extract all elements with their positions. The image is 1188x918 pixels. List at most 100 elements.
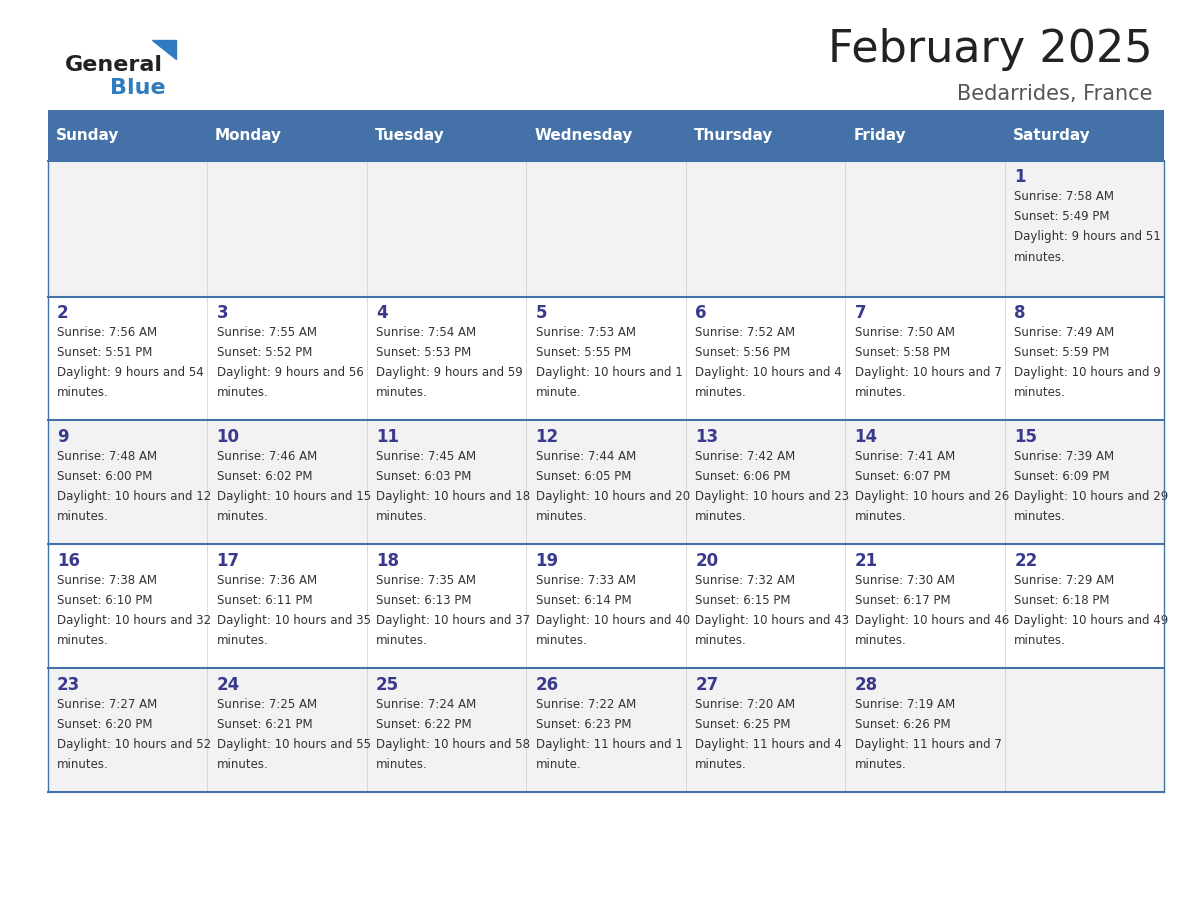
Text: Sunrise: 7:24 AM: Sunrise: 7:24 AM (377, 698, 476, 711)
Text: Daylight: 10 hours and 49: Daylight: 10 hours and 49 (1015, 614, 1169, 627)
Text: 2: 2 (57, 304, 69, 322)
Text: Sunset: 5:59 PM: Sunset: 5:59 PM (1015, 346, 1110, 359)
Text: 27: 27 (695, 676, 719, 694)
Text: Daylight: 10 hours and 7: Daylight: 10 hours and 7 (854, 366, 1001, 379)
Text: Daylight: 10 hours and 18: Daylight: 10 hours and 18 (377, 490, 530, 503)
Text: 17: 17 (216, 552, 240, 570)
Text: minutes.: minutes. (1015, 386, 1066, 399)
Text: minutes.: minutes. (695, 758, 747, 771)
Text: 26: 26 (536, 676, 558, 694)
Text: Sunrise: 7:49 AM: Sunrise: 7:49 AM (1015, 326, 1114, 339)
Bar (845, 110, 1005, 161)
Text: minutes.: minutes. (57, 634, 109, 647)
Text: minutes.: minutes. (536, 634, 587, 647)
Text: 21: 21 (854, 552, 878, 570)
Text: Sunset: 6:05 PM: Sunset: 6:05 PM (536, 470, 631, 483)
Text: Sunrise: 7:48 AM: Sunrise: 7:48 AM (57, 450, 157, 463)
Text: Sunrise: 7:45 AM: Sunrise: 7:45 AM (377, 450, 476, 463)
Text: Sunrise: 7:29 AM: Sunrise: 7:29 AM (1015, 574, 1114, 587)
Text: 10: 10 (216, 428, 240, 446)
Polygon shape (152, 40, 176, 59)
Text: Sunrise: 7:27 AM: Sunrise: 7:27 AM (57, 698, 157, 711)
Text: minutes.: minutes. (695, 634, 747, 647)
Text: 12: 12 (536, 428, 558, 446)
Text: Sunrise: 7:25 AM: Sunrise: 7:25 AM (216, 698, 317, 711)
Text: Sunset: 6:18 PM: Sunset: 6:18 PM (1015, 594, 1110, 607)
Text: Sunset: 6:13 PM: Sunset: 6:13 PM (377, 594, 472, 607)
Text: Daylight: 10 hours and 29: Daylight: 10 hours and 29 (1015, 490, 1169, 503)
Text: minutes.: minutes. (216, 758, 268, 771)
Text: Sunrise: 7:56 AM: Sunrise: 7:56 AM (57, 326, 157, 339)
Text: Blue: Blue (110, 78, 166, 98)
Text: 20: 20 (695, 552, 719, 570)
Text: 3: 3 (216, 304, 228, 322)
Text: February 2025: February 2025 (828, 28, 1152, 71)
Bar (48, 544, 1164, 668)
Text: Daylight: 11 hours and 7: Daylight: 11 hours and 7 (854, 738, 1001, 751)
Text: Wednesday: Wednesday (535, 128, 632, 143)
Text: 23: 23 (57, 676, 81, 694)
Text: minutes.: minutes. (216, 510, 268, 523)
Text: 15: 15 (1015, 428, 1037, 446)
Text: Sunrise: 7:44 AM: Sunrise: 7:44 AM (536, 450, 636, 463)
Text: Sunrise: 7:32 AM: Sunrise: 7:32 AM (695, 574, 795, 587)
Text: Sunset: 6:07 PM: Sunset: 6:07 PM (854, 470, 950, 483)
Text: 28: 28 (854, 676, 878, 694)
Text: minutes.: minutes. (216, 386, 268, 399)
Text: Saturday: Saturday (1012, 128, 1091, 143)
Text: Sunrise: 7:33 AM: Sunrise: 7:33 AM (536, 574, 636, 587)
Text: minutes.: minutes. (854, 634, 906, 647)
Text: minutes.: minutes. (1015, 634, 1066, 647)
Bar (367, 110, 526, 161)
Text: Sunrise: 7:52 AM: Sunrise: 7:52 AM (695, 326, 795, 339)
Text: Sunset: 6:11 PM: Sunset: 6:11 PM (216, 594, 312, 607)
Text: Sunset: 5:58 PM: Sunset: 5:58 PM (854, 346, 950, 359)
Text: Daylight: 10 hours and 55: Daylight: 10 hours and 55 (216, 738, 371, 751)
Text: Monday: Monday (215, 128, 282, 143)
Text: minutes.: minutes. (377, 510, 428, 523)
Text: Daylight: 10 hours and 58: Daylight: 10 hours and 58 (377, 738, 530, 751)
Text: minutes.: minutes. (1015, 251, 1066, 263)
Bar (207, 110, 367, 161)
Text: minute.: minute. (536, 386, 581, 399)
Bar (48, 110, 207, 161)
Text: minutes.: minutes. (854, 758, 906, 771)
Text: minutes.: minutes. (57, 386, 109, 399)
Text: minutes.: minutes. (57, 758, 109, 771)
Text: Sunset: 5:53 PM: Sunset: 5:53 PM (377, 346, 472, 359)
Text: minutes.: minutes. (377, 386, 428, 399)
Bar (685, 110, 845, 161)
Text: Sunrise: 7:50 AM: Sunrise: 7:50 AM (854, 326, 955, 339)
Text: Sunrise: 7:19 AM: Sunrise: 7:19 AM (854, 698, 955, 711)
Text: 19: 19 (536, 552, 558, 570)
Bar (48, 420, 1164, 544)
Text: Sunset: 6:20 PM: Sunset: 6:20 PM (57, 718, 152, 731)
Text: Sunset: 6:22 PM: Sunset: 6:22 PM (377, 718, 472, 731)
Text: Daylight: 9 hours and 51: Daylight: 9 hours and 51 (1015, 230, 1161, 243)
Bar (48, 297, 1164, 420)
Text: Sunrise: 7:58 AM: Sunrise: 7:58 AM (1015, 190, 1114, 203)
Text: minutes.: minutes. (854, 386, 906, 399)
Text: minutes.: minutes. (695, 386, 747, 399)
Text: 4: 4 (377, 304, 387, 322)
Text: Daylight: 10 hours and 40: Daylight: 10 hours and 40 (536, 614, 690, 627)
Text: 6: 6 (695, 304, 707, 322)
Bar (48, 668, 1164, 792)
Text: Daylight: 10 hours and 43: Daylight: 10 hours and 43 (695, 614, 849, 627)
Text: Daylight: 10 hours and 1: Daylight: 10 hours and 1 (536, 366, 682, 379)
Text: minutes.: minutes. (695, 510, 747, 523)
Text: Sunset: 6:06 PM: Sunset: 6:06 PM (695, 470, 791, 483)
Text: minutes.: minutes. (216, 634, 268, 647)
Text: Sunset: 6:02 PM: Sunset: 6:02 PM (216, 470, 312, 483)
Text: Sunrise: 7:22 AM: Sunrise: 7:22 AM (536, 698, 636, 711)
Text: 24: 24 (216, 676, 240, 694)
Bar (526, 110, 685, 161)
Text: Sunset: 6:15 PM: Sunset: 6:15 PM (695, 594, 791, 607)
Text: Daylight: 10 hours and 32: Daylight: 10 hours and 32 (57, 614, 211, 627)
Text: Sunrise: 7:38 AM: Sunrise: 7:38 AM (57, 574, 157, 587)
Text: Friday: Friday (853, 128, 905, 143)
Text: Sunset: 6:09 PM: Sunset: 6:09 PM (1015, 470, 1110, 483)
Bar (48, 161, 1164, 297)
Text: 13: 13 (695, 428, 719, 446)
Text: minutes.: minutes. (854, 510, 906, 523)
